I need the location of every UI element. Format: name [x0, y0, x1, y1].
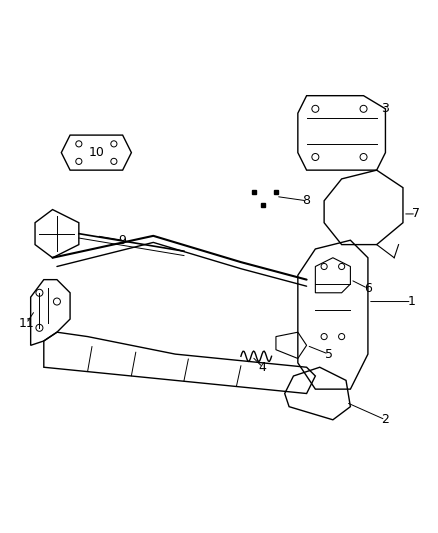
Text: 9: 9	[119, 233, 127, 247]
Text: 8: 8	[303, 195, 311, 207]
Text: 7: 7	[412, 207, 420, 221]
Text: 3: 3	[381, 102, 389, 115]
Text: 2: 2	[381, 413, 389, 426]
Text: 5: 5	[325, 348, 332, 361]
Text: 10: 10	[88, 146, 104, 159]
Text: 11: 11	[18, 317, 34, 330]
Text: 4: 4	[259, 361, 267, 374]
Text: 1: 1	[408, 295, 416, 308]
Text: 6: 6	[364, 282, 372, 295]
